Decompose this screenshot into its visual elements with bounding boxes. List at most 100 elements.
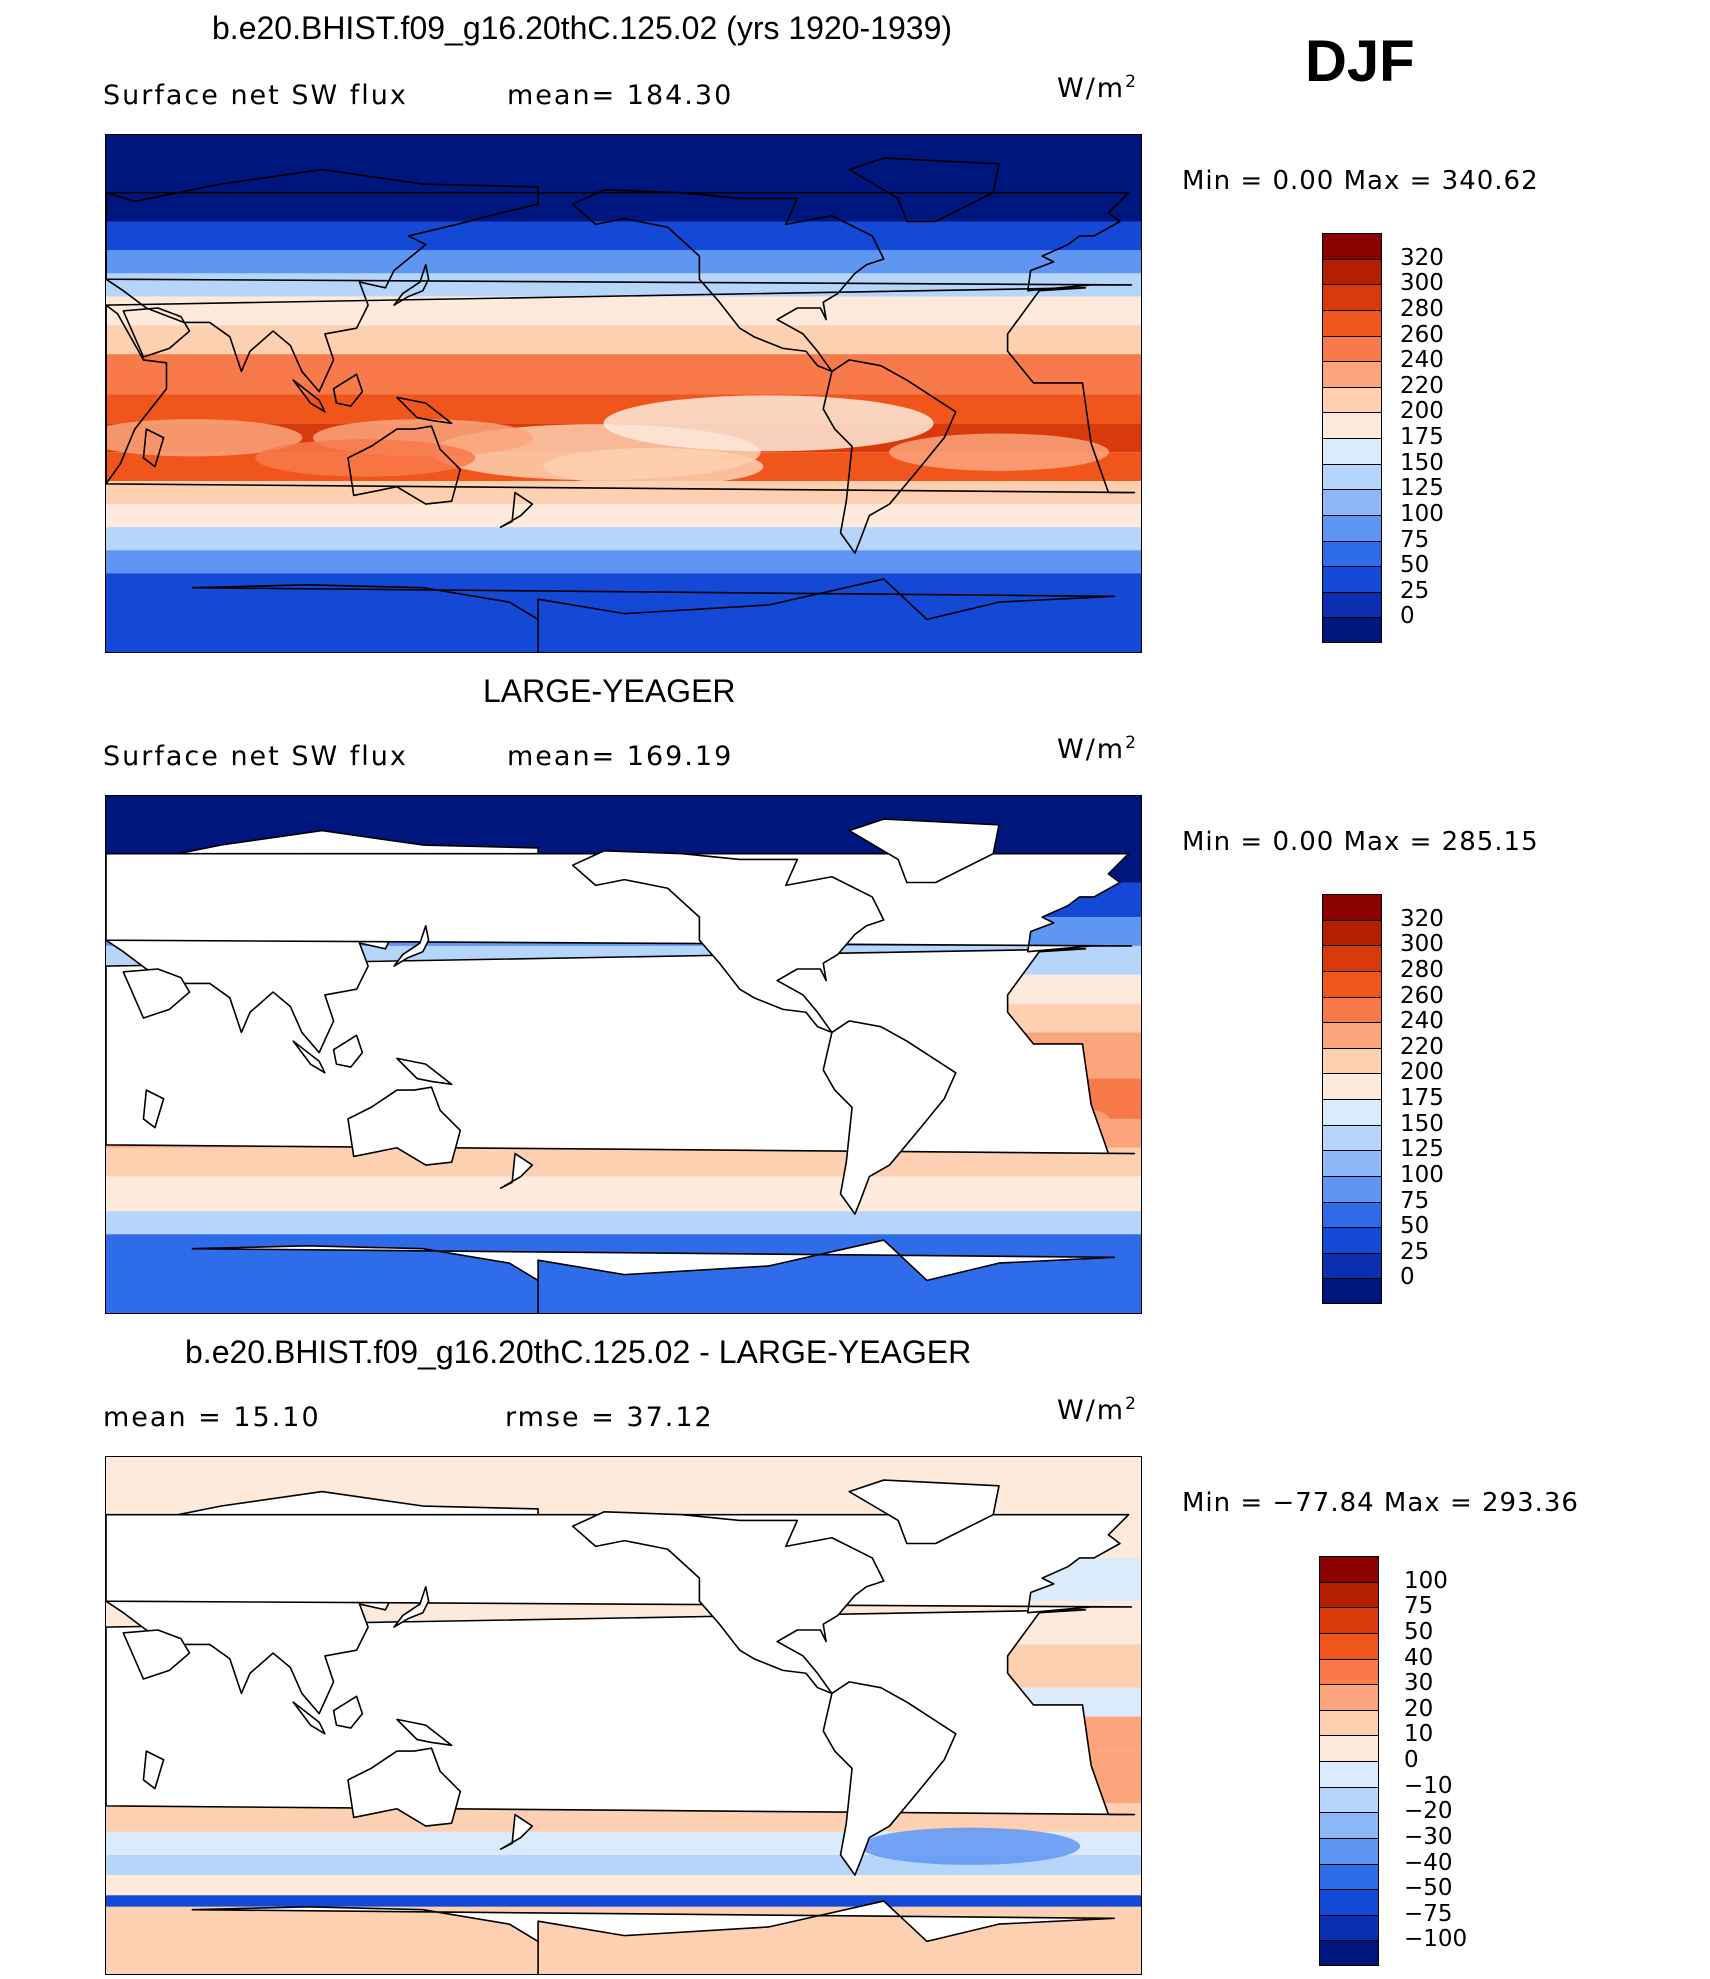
lat-band bbox=[106, 354, 1141, 395]
panel2-map-svg bbox=[106, 796, 1141, 1313]
panel3-title: b.e20.BHIST.f09_g16.20thC.125.02 - LARGE… bbox=[185, 1334, 972, 1370]
field-blob bbox=[860, 1827, 1081, 1865]
colorbar-swatch bbox=[1320, 1608, 1378, 1634]
colorbar-swatch bbox=[1323, 490, 1381, 516]
colorbar-tick-label: 75 bbox=[1404, 1593, 1434, 1620]
colorbar-tick-label: 75 bbox=[1400, 526, 1430, 553]
panel1-units: W/m2 bbox=[1057, 72, 1136, 104]
colorbar-tick-label: −10 bbox=[1404, 1772, 1453, 1799]
coastline-greenland bbox=[848, 1479, 1000, 1545]
colorbar-tick-label: −50 bbox=[1404, 1875, 1453, 1902]
panel1-colorbar bbox=[1322, 233, 1382, 643]
coastline-antarctica bbox=[191, 1900, 1115, 1974]
colorbar-swatch bbox=[1323, 439, 1381, 465]
colorbar-tick-label: 100 bbox=[1400, 1161, 1444, 1188]
coastline-samerica bbox=[822, 1681, 957, 1876]
lat-band bbox=[106, 1176, 1141, 1212]
panel3-colorbar bbox=[1319, 1556, 1379, 1966]
coastline-borneo bbox=[332, 373, 364, 407]
colorbar-tick-label: 320 bbox=[1400, 244, 1444, 271]
coastline-madagascar bbox=[142, 1089, 165, 1129]
colorbar-tick-label: 20 bbox=[1404, 1695, 1434, 1722]
colorbar-swatch bbox=[1323, 1074, 1381, 1100]
coastline-sumatra bbox=[292, 379, 326, 413]
colorbar-tick-label: 260 bbox=[1400, 321, 1444, 348]
colorbar-tick-label: 150 bbox=[1400, 449, 1444, 476]
coastline-newguinea bbox=[396, 396, 453, 425]
colorbar-swatch bbox=[1323, 1151, 1381, 1177]
coastline-namerica bbox=[571, 1510, 885, 1695]
coastline-madagascar bbox=[142, 1750, 165, 1790]
colorbar-swatch bbox=[1323, 895, 1381, 921]
colorbar-swatch bbox=[1323, 997, 1381, 1024]
colorbar-tick-label: 25 bbox=[1400, 577, 1430, 604]
lat-band bbox=[106, 1211, 1141, 1235]
lat-band bbox=[106, 296, 1141, 326]
field-blob bbox=[106, 419, 303, 457]
lat-band bbox=[106, 527, 1141, 551]
panel1-title: b.e20.BHIST.f09_g16.20thC.125.02 (yrs 19… bbox=[212, 10, 953, 46]
field-blob bbox=[603, 395, 934, 452]
colorbar-swatch bbox=[1320, 1941, 1378, 1965]
coastline-australia bbox=[347, 425, 462, 505]
panel1-variable-label: Surface net SW flux bbox=[103, 80, 408, 111]
colorbar-tick-label: 75 bbox=[1400, 1187, 1430, 1214]
coastline-europe bbox=[106, 191, 1133, 292]
coastline-nz bbox=[499, 1152, 534, 1189]
colorbar-swatch bbox=[1323, 387, 1381, 414]
colorbar-swatch bbox=[1323, 1253, 1381, 1280]
panel3-map-svg bbox=[106, 1457, 1141, 1974]
coastline-namerica bbox=[571, 188, 885, 373]
panel2-variable-label: Surface net SW flux bbox=[103, 741, 408, 772]
panel3-map bbox=[105, 1456, 1142, 1975]
coastline-greenland bbox=[848, 818, 1000, 884]
season-label: DJF bbox=[1305, 29, 1415, 94]
coastline-nz bbox=[499, 491, 534, 528]
colorbar-swatch bbox=[1320, 1787, 1378, 1814]
colorbar-swatch bbox=[1320, 1813, 1378, 1839]
colorbar-tick-label: −40 bbox=[1404, 1849, 1453, 1876]
colorbar-tick-label: 280 bbox=[1400, 956, 1444, 983]
panel3-rmse-label: rmse = 37.12 bbox=[505, 1402, 714, 1433]
panel1-mean-label: mean= 184.30 bbox=[507, 80, 734, 111]
colorbar-swatch bbox=[1320, 1710, 1378, 1737]
colorbar-swatch bbox=[1323, 259, 1381, 286]
coastline-newguinea bbox=[396, 1718, 453, 1747]
colorbar-tick-label: 0 bbox=[1400, 1264, 1415, 1291]
colorbar-swatch bbox=[1323, 310, 1381, 337]
colorbar-tick-label: 200 bbox=[1400, 398, 1444, 425]
colorbar-tick-label: 150 bbox=[1400, 1110, 1444, 1137]
colorbar-tick-label: −75 bbox=[1404, 1900, 1453, 1927]
coastline-greenland bbox=[848, 157, 1000, 223]
panel3-mean-label: mean = 15.10 bbox=[103, 1402, 321, 1433]
lat-band bbox=[106, 273, 1141, 297]
colorbar-tick-label: 0 bbox=[1404, 1747, 1419, 1773]
coastline-arabia_edge bbox=[122, 968, 191, 1019]
colorbar-swatch bbox=[1320, 1915, 1378, 1942]
colorbar-tick-label: 200 bbox=[1400, 1059, 1444, 1086]
coastline-newguinea bbox=[396, 1057, 453, 1086]
colorbar-swatch bbox=[1323, 592, 1381, 619]
colorbar-tick-label: 50 bbox=[1404, 1618, 1434, 1645]
colorbar-tick-label: 300 bbox=[1400, 270, 1444, 297]
colorbar-tick-label: 0 bbox=[1400, 603, 1415, 630]
colorbar-tick-label: −100 bbox=[1404, 1926, 1468, 1953]
panel3-minmax: Min = −77.84 Max = 293.36 bbox=[1182, 1488, 1579, 1518]
colorbar-swatch bbox=[1323, 413, 1381, 439]
colorbar-swatch bbox=[1320, 1736, 1378, 1762]
coastline-australia bbox=[347, 1086, 462, 1166]
colorbar-swatch bbox=[1323, 971, 1381, 998]
colorbar-swatch bbox=[1320, 1557, 1378, 1583]
colorbar-tick-label: −20 bbox=[1404, 1798, 1453, 1825]
colorbar-swatch bbox=[1320, 1838, 1378, 1865]
colorbar-tick-label: 125 bbox=[1400, 1136, 1444, 1163]
colorbar-swatch bbox=[1323, 1176, 1381, 1203]
lat-band bbox=[106, 504, 1141, 528]
colorbar-swatch bbox=[1320, 1659, 1378, 1686]
colorbar-tick-label: 25 bbox=[1400, 1238, 1430, 1265]
coastline-japan bbox=[393, 1585, 430, 1628]
lat-band bbox=[106, 550, 1141, 574]
colorbar-swatch bbox=[1323, 285, 1381, 311]
coastline-borneo bbox=[332, 1695, 364, 1729]
coastline-africa_w bbox=[106, 287, 1136, 494]
